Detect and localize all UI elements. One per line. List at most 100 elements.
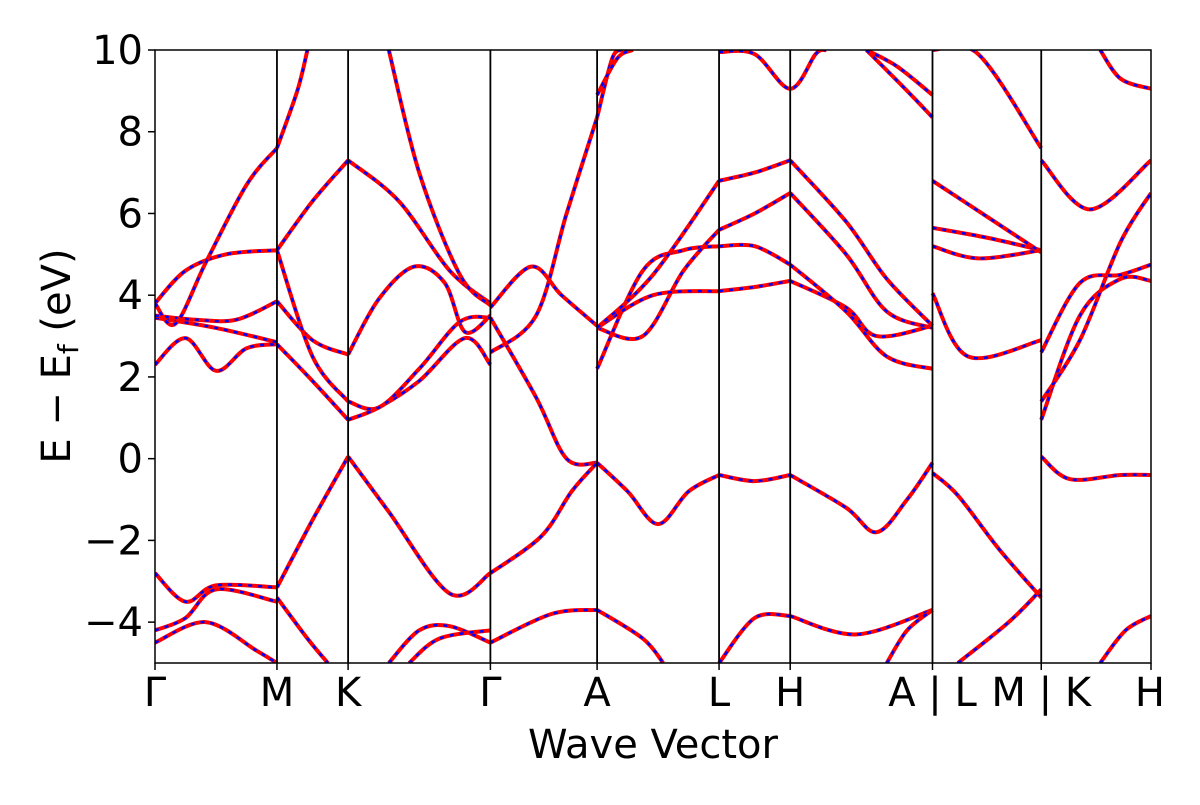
y-axis-label: E − Ef (eV) (34, 248, 85, 463)
band-56-dashed (387, 623, 491, 663)
band-8-dashed (347, 159, 492, 305)
band-20-solid (595, 244, 720, 370)
band-62-dashed (789, 608, 933, 636)
band-16-dashed (489, 317, 598, 466)
band-7-solid (275, 159, 350, 252)
band-16-solid (488, 316, 598, 467)
band-49-dashed (1099, 50, 1151, 91)
band-26-dashed (718, 279, 791, 293)
x-tick-label-6: H (775, 670, 805, 716)
band-12-solid (155, 146, 279, 328)
band-21-dashed (596, 228, 721, 341)
band-33-dashed (789, 263, 933, 371)
band-29-solid (718, 158, 791, 183)
band-0-dashed (155, 336, 278, 373)
band-44-dashed (1040, 455, 1151, 482)
band-54-solid (346, 455, 492, 598)
band-60-solid (596, 608, 665, 663)
band-6-solid (155, 299, 278, 324)
x-tick-label-2: K (335, 670, 363, 716)
band-10-dashed (275, 249, 350, 403)
band-0-solid (155, 336, 278, 373)
band-13-dashed (275, 50, 309, 149)
band-12-dashed (155, 147, 278, 327)
x-axis-label: Wave Vector (528, 722, 779, 768)
band-34-solid (788, 191, 934, 330)
band-19-solid (595, 461, 721, 527)
band-52-solid (155, 620, 279, 663)
band-55-dashed (275, 596, 329, 663)
band-38-dashed (931, 472, 1043, 599)
band-23-dashed (596, 180, 721, 329)
band-61-dashed (718, 612, 791, 663)
y-axis-label-unit: (eV) (34, 248, 80, 344)
y-tick-label-0: −4 (84, 600, 143, 646)
band-11-dashed (347, 315, 491, 411)
band-47-dashed (1040, 263, 1151, 354)
band-60-dashed (596, 608, 665, 663)
band-32-solid (789, 279, 933, 339)
band-62-solid (789, 607, 934, 637)
band-41-solid (932, 225, 1042, 253)
band-57-solid (407, 628, 491, 663)
band-4-solid (275, 299, 349, 357)
x-tick-label-7: A | L (888, 670, 977, 716)
band-2-dashed (347, 336, 492, 421)
band-31-solid (789, 461, 935, 535)
y-axis-label-main: E − E (34, 354, 80, 464)
x-tick-label-9: H (1135, 670, 1165, 716)
band-11-solid (347, 314, 491, 412)
band-15-solid (488, 264, 599, 328)
band-64-solid (956, 587, 1043, 663)
band-14-dashed (387, 50, 492, 307)
band-59-dashed (489, 608, 598, 644)
band-52-dashed (155, 620, 278, 663)
band-63-dashed (885, 608, 934, 663)
band-4-dashed (276, 300, 349, 356)
band-38-solid (931, 471, 1043, 599)
y-ticks: −4 −2 0 2 4 6 8 10 (84, 28, 155, 646)
band-53-dashed (275, 455, 350, 588)
band-1-dashed (276, 343, 350, 421)
band-31-dashed (789, 462, 934, 534)
band-46-dashed (1040, 192, 1151, 403)
band-6-dashed (155, 300, 278, 323)
band-43-dashed (932, 50, 1043, 149)
band-40-dashed (932, 244, 1042, 260)
y-tick-label-1: −2 (84, 518, 143, 564)
band-24-dashed (596, 50, 634, 96)
band-39-dashed (931, 292, 1042, 360)
band-65-dashed (1099, 614, 1151, 663)
band-34-dashed (789, 192, 933, 330)
band-48-solid (1039, 158, 1151, 212)
band-30-dashed (719, 50, 827, 91)
y-axis-label-subscript: f (52, 343, 85, 354)
band-43-solid (932, 50, 1043, 150)
band-8-solid (346, 158, 492, 305)
x-tick-label-1: M (260, 670, 295, 716)
band-7-dashed (275, 159, 350, 251)
band-50-dashed (155, 572, 278, 603)
band-64-dashed (957, 588, 1043, 663)
band-54-dashed (347, 455, 492, 597)
band-59-solid (489, 607, 598, 645)
band-51-dashed (155, 587, 278, 632)
y-tick-label-4: 4 (118, 273, 143, 319)
band-9-solid (155, 248, 278, 305)
x-tick-label-3: Γ (479, 670, 502, 716)
y-tick-label-3: 2 (118, 355, 143, 401)
band-27-solid (719, 242, 792, 267)
plot-frame (154, 49, 1152, 664)
band-14-solid (386, 50, 492, 307)
band-39-solid (930, 292, 1042, 361)
band-5-solid (346, 264, 492, 356)
band-23-solid (595, 179, 721, 330)
band-3-dashed (155, 316, 278, 344)
band-36-solid (865, 50, 934, 97)
band-28-dashed (718, 191, 791, 231)
band-17-dashed (489, 117, 599, 354)
x-tick-label-4: A (583, 670, 611, 716)
